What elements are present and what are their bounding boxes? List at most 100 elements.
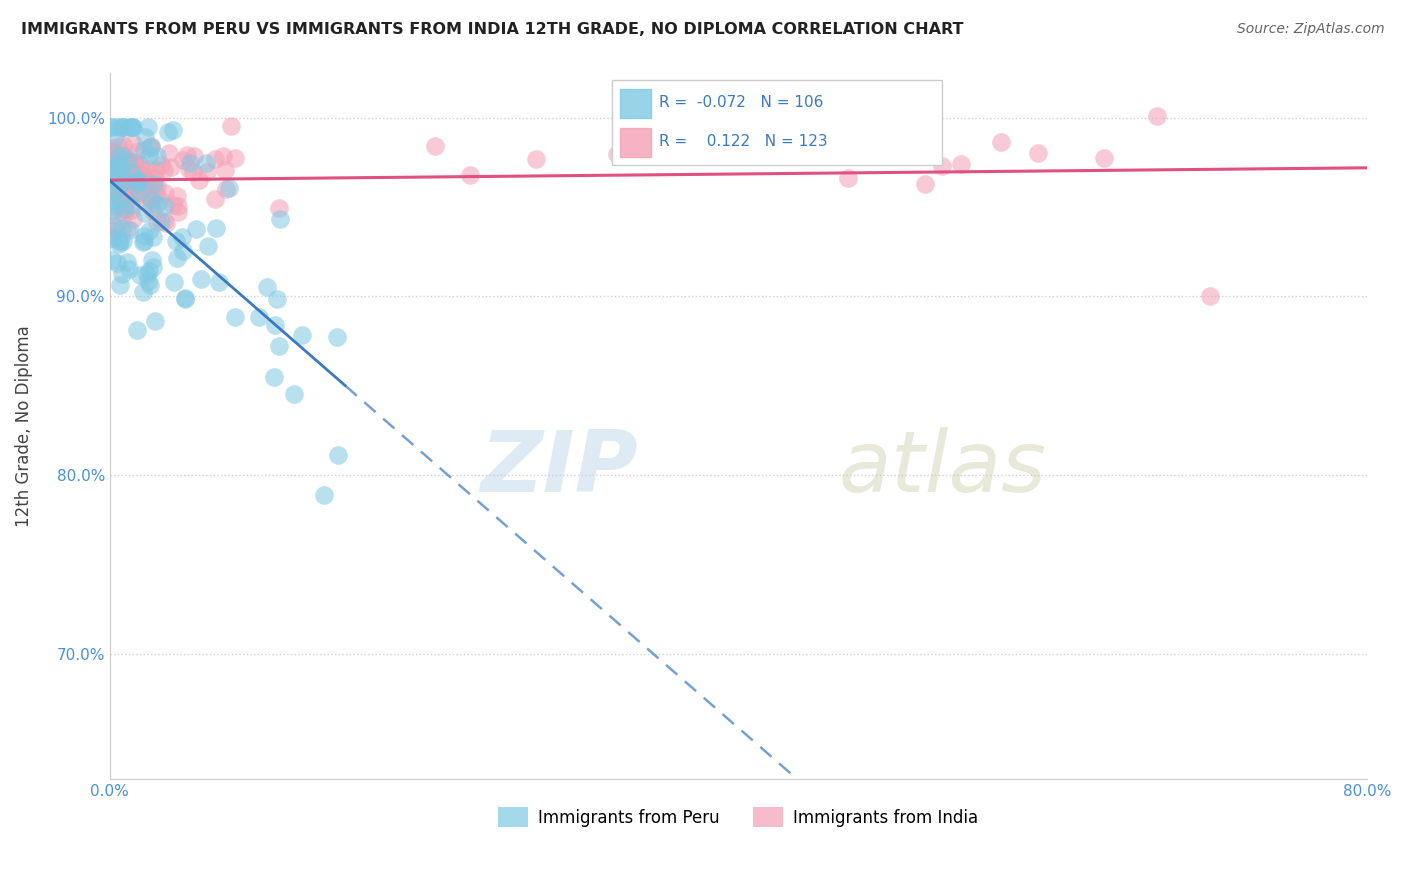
Text: R =  -0.072   N = 106: R = -0.072 N = 106 [659, 95, 824, 110]
Point [100, 208, 122, 222]
Point [107, 169, 129, 183]
Point [101, 222, 124, 236]
Point [121, 155, 143, 169]
Point [128, 268, 150, 283]
Point [208, 276, 231, 290]
Point [118, 120, 141, 134]
Point [136, 274, 159, 288]
Point [122, 155, 145, 169]
Point [105, 157, 128, 171]
Point [108, 161, 131, 176]
Text: IMMIGRANTS FROM PERU VS IMMIGRANTS FROM INDIA 12TH GRADE, NO DIPLOMA CORRELATION: IMMIGRANTS FROM PERU VS IMMIGRANTS FROM … [21, 22, 963, 37]
Point [179, 161, 201, 176]
Point [107, 194, 129, 208]
Point [120, 198, 142, 212]
Point [122, 136, 145, 150]
Point [101, 161, 124, 176]
Point [107, 138, 129, 153]
Point [121, 165, 143, 179]
Point [312, 487, 335, 501]
Point [103, 170, 125, 185]
Text: Source: ZipAtlas.com: Source: ZipAtlas.com [1237, 22, 1385, 37]
Point [117, 254, 139, 268]
Point [458, 168, 481, 182]
Point [132, 143, 155, 157]
Point [122, 211, 145, 226]
Point [195, 165, 218, 179]
Point [118, 154, 141, 169]
Point [112, 172, 135, 186]
Point [108, 278, 131, 293]
Point [112, 202, 135, 216]
Point [143, 178, 166, 192]
Point [101, 155, 124, 169]
Point [127, 176, 149, 190]
Point [211, 149, 233, 163]
Point [128, 185, 150, 199]
Point [105, 148, 128, 162]
Point [190, 271, 212, 285]
Point [105, 256, 128, 270]
Point [141, 193, 163, 207]
Point [263, 370, 285, 384]
Point [166, 204, 188, 219]
Point [114, 194, 136, 209]
Point [1026, 145, 1049, 160]
Point [136, 268, 159, 282]
Point [166, 251, 188, 265]
Point [108, 144, 131, 158]
Point [125, 189, 148, 203]
Point [931, 159, 953, 173]
Point [110, 178, 132, 192]
Point [153, 214, 176, 228]
Point [139, 191, 162, 205]
Point [101, 188, 124, 202]
Point [118, 183, 141, 197]
Point [103, 184, 125, 198]
Point [325, 330, 347, 344]
Point [146, 149, 169, 163]
Point [138, 120, 160, 134]
Point [291, 327, 314, 342]
Point [118, 188, 141, 202]
Point [108, 176, 131, 190]
Point [136, 176, 159, 190]
Point [224, 151, 246, 165]
Point [117, 154, 139, 169]
Point [100, 157, 122, 171]
Point [110, 120, 132, 134]
Point [176, 147, 198, 161]
Point [112, 174, 135, 188]
Point [115, 170, 138, 185]
Point [423, 139, 446, 153]
Point [108, 166, 131, 180]
Point [111, 158, 134, 172]
Point [256, 280, 278, 294]
Point [128, 169, 150, 184]
Point [101, 175, 124, 189]
Point [111, 178, 134, 192]
Point [105, 120, 128, 134]
Point [105, 161, 128, 176]
Point [101, 141, 124, 155]
Point [166, 199, 188, 213]
Point [117, 153, 139, 168]
Point [247, 310, 270, 325]
Point [138, 178, 160, 192]
Y-axis label: 12th Grade, No Diploma: 12th Grade, No Diploma [15, 325, 32, 527]
Point [111, 174, 134, 188]
Point [156, 125, 179, 139]
Point [121, 120, 143, 134]
Point [105, 223, 128, 237]
Point [118, 176, 141, 190]
Point [142, 260, 165, 274]
Point [145, 314, 167, 328]
Point [107, 233, 129, 247]
Point [184, 221, 207, 235]
Point [131, 235, 153, 249]
Point [114, 202, 136, 217]
Point [115, 191, 138, 205]
Point [1092, 151, 1115, 165]
Point [183, 149, 205, 163]
Point [115, 221, 138, 235]
